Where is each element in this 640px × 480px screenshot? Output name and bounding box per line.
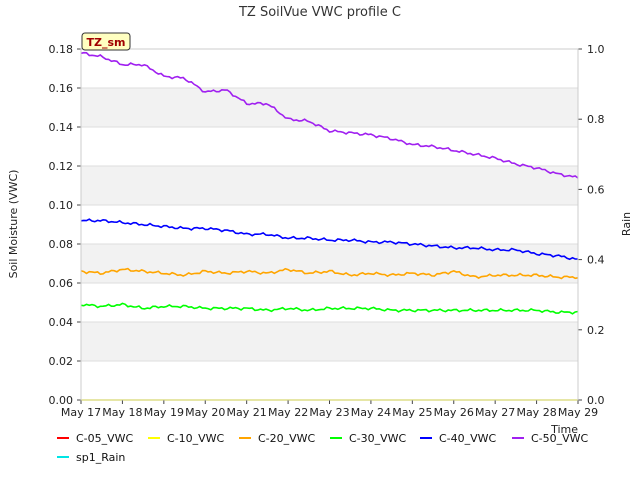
y-tick-label: 0.10 [49, 199, 74, 212]
x-axis-label: Time [550, 423, 578, 436]
y-tick-label: 0.00 [49, 394, 74, 407]
y-tick-label: 0.08 [49, 238, 74, 251]
legend-label: C-10_VWC [167, 432, 225, 445]
x-tick-label: May 21 [227, 406, 267, 419]
y-tick-label: 0.18 [49, 43, 74, 56]
legend-label: C-05_VWC [76, 432, 134, 445]
y-tick-label: 0.16 [49, 82, 74, 95]
legend-label: C-40_VWC [439, 432, 497, 445]
y-tick-label: 0.02 [49, 355, 74, 368]
badge: TZ_sm [81, 32, 131, 51]
x-tick-label: May 17 [61, 406, 101, 419]
grid-band [81, 322, 578, 361]
series-line-C-30_VWC [80, 302, 579, 315]
y2-tick-label: 1.0 [587, 43, 605, 56]
y-tick-label: 0.06 [49, 277, 74, 290]
x-tick-label: May 24 [351, 406, 391, 419]
y-tick-label: 0.04 [49, 316, 74, 329]
x-tick-label: May 22 [268, 406, 308, 419]
y2-tick-label: 0.6 [587, 183, 605, 196]
legend-label: sp1_Rain [76, 451, 125, 464]
plot-frame [80, 48, 579, 401]
legend-label: C-50_VWC [531, 432, 589, 445]
series-line-C-50_VWC [80, 51, 579, 179]
x-tick-label: May 19 [144, 406, 184, 419]
y2-tick-label: 0.0 [587, 394, 605, 407]
grid-band [81, 88, 578, 127]
x-tick-label: May 29 [558, 406, 598, 419]
chart-title: TZ SoilVue VWC profile C [238, 5, 401, 20]
x-tick-label: May 20 [185, 406, 225, 419]
y2-tick-label: 0.4 [587, 254, 605, 267]
y-tick-label: 0.14 [49, 121, 74, 134]
badge-text: TZ_sm [87, 36, 126, 49]
x-tick-label: May 23 [309, 406, 349, 419]
y2-axis-label: Rain [620, 212, 633, 236]
legend: C-05_VWC C-10_VWC C-20_VWC C-30_VWC C-40_VWC… [57, 432, 589, 464]
x-tick-label: May 18 [102, 406, 142, 419]
x-tick-label: May 25 [392, 406, 432, 419]
badge-box [81, 32, 131, 51]
x-tick-label: May 26 [434, 406, 474, 419]
y2-tick-label: 0.2 [587, 324, 605, 337]
legend-label: C-20_VWC [258, 432, 316, 445]
y2-tick-label: 0.8 [587, 113, 605, 126]
y-axis-label: Soil Moisture (VWC) [7, 170, 20, 279]
y-tick-label: 0.12 [49, 160, 74, 173]
grid-bands [81, 88, 578, 361]
axes: 0.00 0.02 0.04 0.06 0.08 0.10 0.12 0.14 0.16 0.18… [49, 43, 605, 419]
legend-label: C-30_VWC [349, 432, 407, 445]
x-tick-label: May 27 [475, 406, 515, 419]
x-tick-label: May 28 [516, 406, 556, 419]
series-line-C-40_VWC [80, 218, 578, 261]
series-line-C-20_VWC [80, 267, 579, 280]
grid-band [81, 166, 578, 205]
